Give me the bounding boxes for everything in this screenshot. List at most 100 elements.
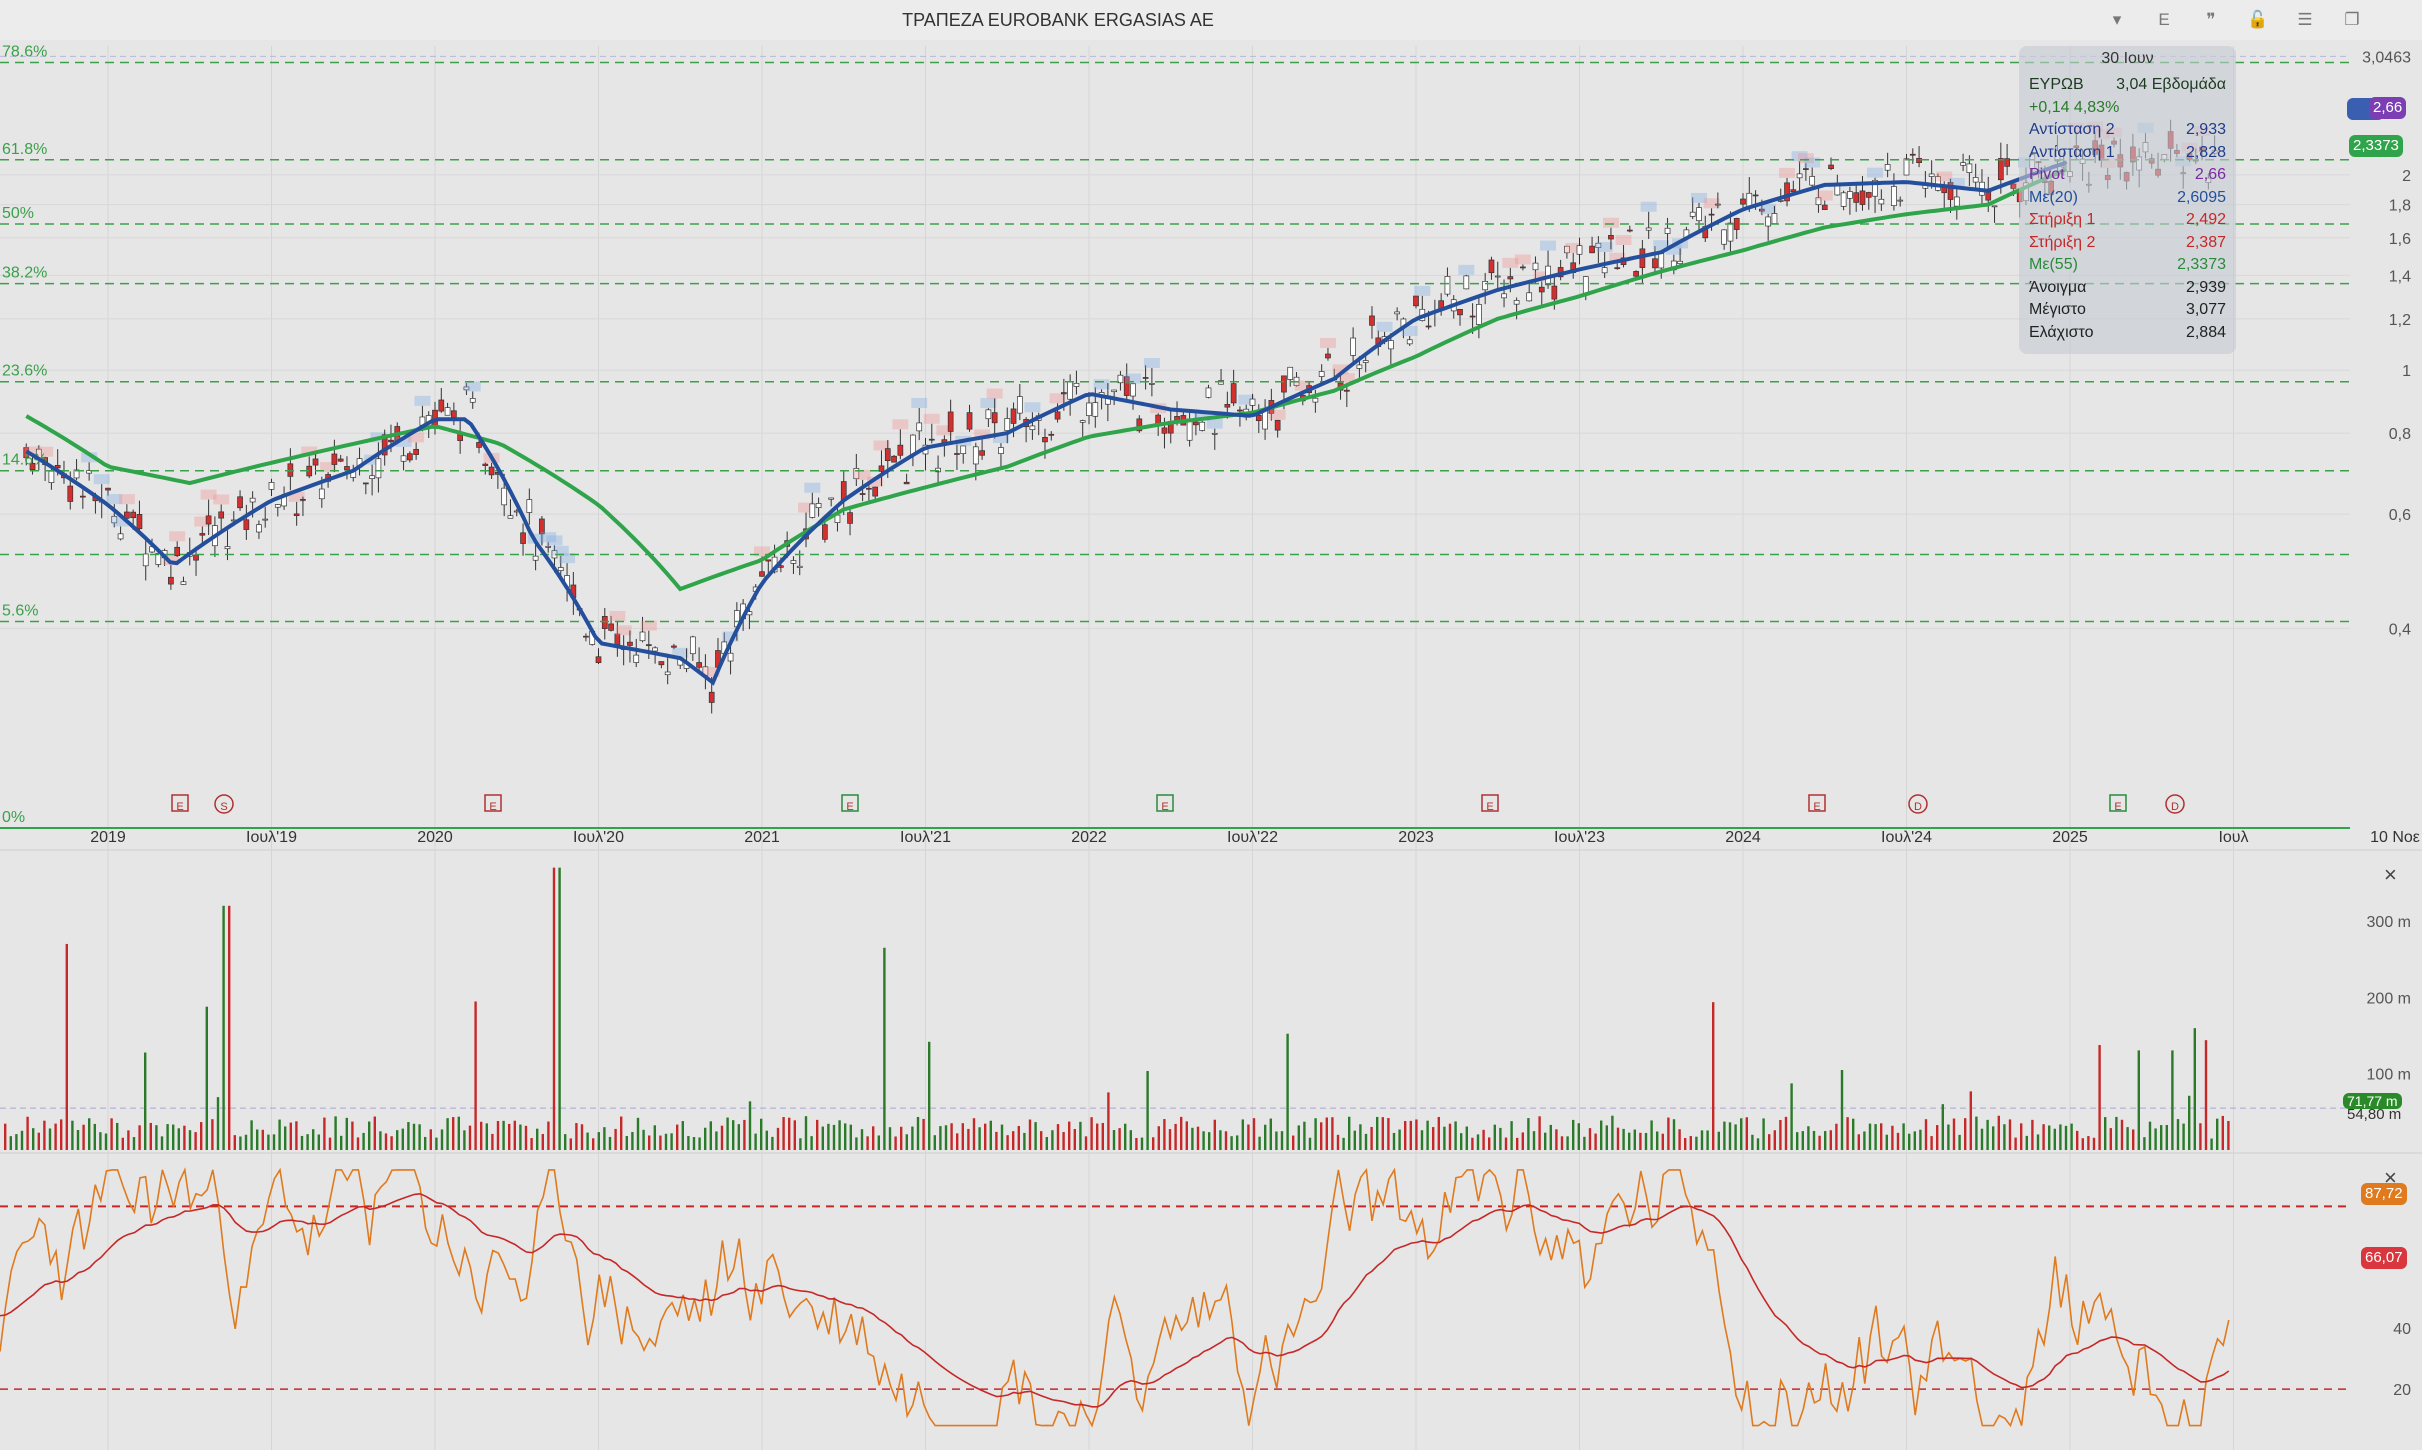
volume-bar (1723, 1121, 1726, 1150)
candle-body (243, 519, 250, 530)
volume-bar (2171, 1050, 2174, 1150)
candle-body (765, 559, 772, 562)
volume-bar (1868, 1123, 1872, 1150)
volume-bar (2003, 1124, 2006, 1150)
volume-bar (1913, 1131, 1916, 1150)
candle-shade (1640, 201, 1657, 212)
volume-bar (480, 1121, 483, 1150)
volume-bar (9, 1136, 12, 1150)
quote-icon[interactable]: ❞ (2206, 10, 2216, 29)
volume-bar (765, 1130, 768, 1150)
candle-body (1972, 177, 1979, 183)
info-value: 2,66 (2194, 166, 2226, 183)
volume-bar (1835, 1123, 1838, 1150)
volume-bar (569, 1138, 572, 1150)
volume-bar (328, 1137, 332, 1150)
volume-bar (1975, 1116, 1978, 1150)
candle-body (1991, 205, 1998, 208)
candle-body (1765, 216, 1772, 227)
volume-bar (373, 1116, 376, 1150)
volume-bar (2098, 1045, 2101, 1150)
volume-bar (586, 1132, 589, 1150)
volume-bar (989, 1120, 992, 1150)
volume-bar (1650, 1120, 1653, 1150)
volume-bar (1812, 1130, 1816, 1150)
volume-bar (2204, 1040, 2208, 1150)
event-marker (171, 794, 189, 812)
volume-bar (956, 1133, 959, 1150)
candle-body (1079, 420, 1086, 423)
event-marker-label: E (1161, 801, 1168, 813)
volume-bar (1090, 1117, 1093, 1150)
volume-bar (1689, 1136, 1692, 1150)
event-marker-label: E (2114, 801, 2121, 813)
restore-window-icon[interactable]: ❐ (2344, 10, 2360, 29)
volume-bar (200, 1122, 203, 1150)
window-titlebar: ΤΡΑΠΕΖΑ EUROBANK ERGASIAS AE ▾ E ❞ 🔓 ☰ ❐ (0, 0, 2422, 41)
volume-bar (1420, 1130, 1424, 1150)
candle-body (954, 453, 960, 455)
volume-bar (1336, 1134, 1340, 1150)
volume-bar (121, 1137, 124, 1150)
volume-bar (726, 1117, 729, 1150)
candle-body (362, 482, 369, 485)
candle-body (1387, 340, 1394, 350)
volume-bar (653, 1125, 656, 1150)
volume-bar (995, 1131, 998, 1150)
volume-bar (99, 1132, 102, 1150)
candle-body (73, 469, 80, 479)
candle-shade (1596, 242, 1613, 253)
volume-bar (1852, 1118, 1855, 1150)
volume-bar (720, 1125, 724, 1150)
candle-body (293, 513, 300, 516)
volume-bar (1157, 1126, 1160, 1150)
menu-icon[interactable]: ☰ (2297, 10, 2313, 29)
volume-bar (1936, 1125, 1939, 1150)
volume-bar (2104, 1117, 2107, 1150)
candle-body (1211, 432, 1218, 435)
candle-shade (169, 531, 186, 542)
fibonacci-label: 50% (2, 205, 34, 222)
volume-bar (608, 1136, 612, 1150)
info-key: Άνοιγμα (2029, 278, 2087, 296)
volume-bar (1527, 1118, 1530, 1150)
dropdown-chevron-icon[interactable]: ▾ (2112, 10, 2122, 29)
candle-body (105, 487, 111, 491)
volume-bar (2036, 1134, 2040, 1150)
event-marker (1481, 794, 1499, 812)
lock-icon[interactable]: 🔓 (2247, 10, 2269, 29)
volume-bar (317, 1134, 320, 1150)
volume-bar (1947, 1124, 1950, 1150)
volume-bar (15, 1134, 18, 1150)
candle-body (608, 623, 614, 631)
candle-shade (873, 440, 890, 451)
volume-bar (1566, 1136, 1569, 1150)
candle-body (268, 482, 275, 490)
volume-bar (1768, 1134, 1771, 1150)
volume-bar (2120, 1119, 2124, 1150)
volume-bar (65, 943, 68, 1150)
info-key: Με(55) (2029, 256, 2078, 273)
candle-body (79, 495, 86, 498)
volume-bar (1700, 1130, 1704, 1150)
close-volume-panel-icon[interactable]: × (2384, 862, 2397, 887)
volume-bar (978, 1127, 981, 1150)
volume-bar (2126, 1127, 2129, 1150)
earnings-toggle-button[interactable]: E (2158, 10, 2170, 29)
candle-shade (1024, 402, 1041, 413)
volume-bar (1969, 1091, 1972, 1150)
volume-bar (687, 1136, 690, 1150)
volume-bar (1381, 1117, 1384, 1150)
info-key: Στήριξη 2 (2029, 233, 2096, 251)
candle-shade (1332, 364, 1349, 375)
volume-bar (888, 1127, 892, 1150)
candle-body (111, 515, 118, 524)
volume-bar (1308, 1137, 1312, 1150)
volume-bar (799, 1138, 802, 1150)
time-axis-label: Ιουλ'23 (1554, 829, 1605, 846)
candle-shade (1791, 151, 1808, 162)
candle-body (583, 635, 589, 638)
info-key: Ελάχιστο (2029, 323, 2094, 341)
time-axis-label: 2020 (417, 829, 453, 846)
